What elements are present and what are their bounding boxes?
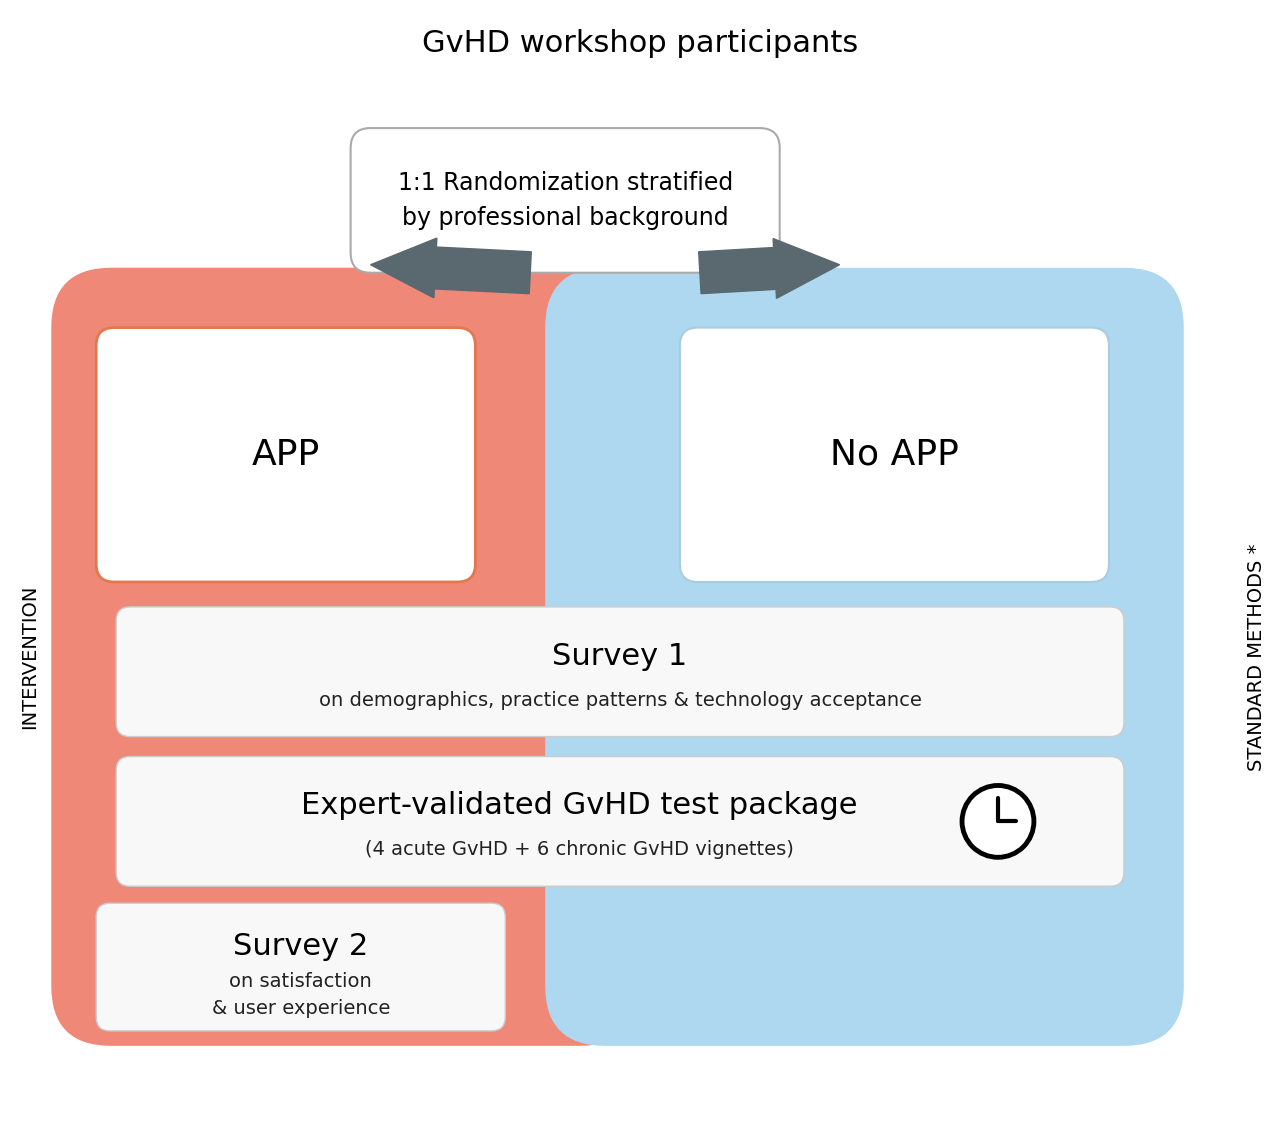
Circle shape xyxy=(963,786,1034,858)
Text: on demographics, practice patterns & technology acceptance: on demographics, practice patterns & tec… xyxy=(319,691,922,710)
FancyBboxPatch shape xyxy=(116,756,1124,886)
FancyBboxPatch shape xyxy=(96,903,506,1031)
Text: STANDARD METHODS *: STANDARD METHODS * xyxy=(1247,544,1266,771)
Polygon shape xyxy=(371,238,531,298)
Text: GvHD workshop participants: GvHD workshop participants xyxy=(422,29,858,58)
Text: INTERVENTION: INTERVENTION xyxy=(19,585,38,729)
Text: (4 acute GvHD + 6 chronic GvHD vignettes): (4 acute GvHD + 6 chronic GvHD vignettes… xyxy=(365,841,794,860)
Text: 1:1 Randomization stratified
by professional background: 1:1 Randomization stratified by professi… xyxy=(398,170,732,230)
Text: No APP: No APP xyxy=(829,437,959,472)
FancyBboxPatch shape xyxy=(116,606,1124,737)
Polygon shape xyxy=(699,239,840,298)
FancyBboxPatch shape xyxy=(51,267,640,1046)
Text: Survey 2: Survey 2 xyxy=(233,932,369,962)
Text: Survey 1: Survey 1 xyxy=(553,642,687,670)
Text: on satisfaction
& user experience: on satisfaction & user experience xyxy=(211,972,390,1018)
FancyBboxPatch shape xyxy=(680,328,1108,582)
FancyBboxPatch shape xyxy=(96,328,475,582)
FancyBboxPatch shape xyxy=(545,267,1184,1046)
Text: Expert-validated GvHD test package: Expert-validated GvHD test package xyxy=(302,791,858,820)
Text: APP: APP xyxy=(252,437,320,472)
FancyBboxPatch shape xyxy=(351,128,780,273)
